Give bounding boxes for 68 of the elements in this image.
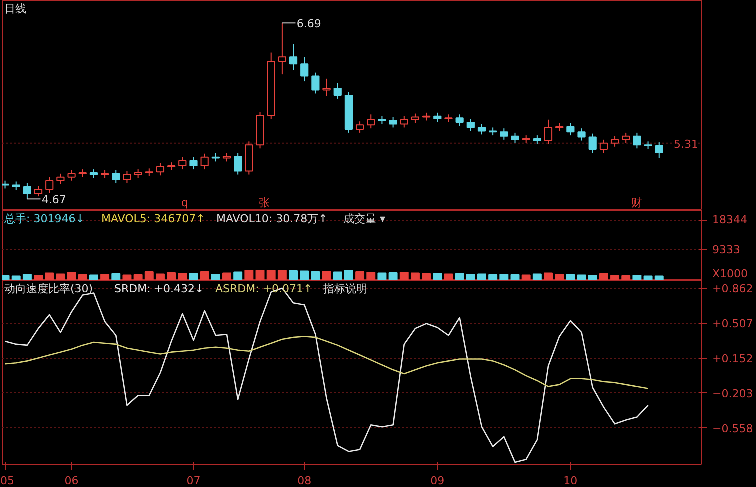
candlestick — [178, 156, 187, 170]
x-tick-label: 05 — [0, 474, 14, 487]
x-tick-label: 06 — [64, 474, 79, 487]
candlestick — [389, 116, 398, 128]
candlestick — [68, 170, 76, 182]
candlestick — [289, 44, 298, 71]
chart-title: 动向速度比率(30) — [4, 282, 94, 296]
candlestick — [46, 176, 54, 194]
annotation: 4.67 — [42, 194, 66, 207]
candlestick — [334, 82, 342, 100]
y-tick-label: +0.152 — [712, 352, 754, 366]
candlestick — [23, 182, 32, 200]
text: ASRDM: +0.071↑ — [216, 282, 313, 296]
candlestick — [456, 114, 464, 126]
y-tick-label: X1000 — [712, 268, 748, 280]
candlestick — [544, 119, 553, 145]
annotation: MAVOL5: 346707↑ — [102, 212, 206, 226]
annotation: 总手: 301946↓ — [4, 212, 85, 226]
candlestick — [600, 139, 608, 154]
x-tick-label: 09 — [430, 474, 445, 487]
candlestick — [56, 173, 65, 185]
series-label: SRDM: +0.432↓ — [114, 282, 204, 296]
candlestick — [112, 170, 120, 184]
candlestick — [578, 128, 586, 142]
candlestick — [123, 170, 132, 184]
chart-title: 日线 — [4, 2, 26, 16]
y-tick-label: −0.558 — [712, 422, 754, 436]
candlestick — [610, 136, 620, 148]
line-series — [4, 336, 649, 390]
candlestick — [356, 121, 364, 134]
candlestick — [200, 153, 209, 170]
annotation: MAVOL10: 30.78万↑ — [216, 212, 328, 226]
candlestick — [566, 122, 575, 136]
candlestick — [367, 114, 376, 130]
y-tick-label: −0.203 — [712, 387, 754, 400]
annotation: 成交量 ▾ — [344, 212, 386, 226]
candlestick — [300, 56, 309, 82]
candlestick — [278, 22, 286, 76]
annotation: 财 — [632, 196, 643, 210]
x-tick-label: 08 — [298, 474, 312, 487]
annotation: 指标说明 — [322, 282, 368, 296]
candlestick — [655, 142, 664, 159]
x-tick-label: 10 — [564, 474, 578, 487]
y-tick-label: +0.862 — [712, 282, 754, 296]
candlestick — [478, 124, 486, 136]
x-tick-label: 07 — [186, 474, 201, 487]
y-tick-label: +0.507 — [712, 318, 754, 331]
candlestick — [400, 116, 408, 128]
candlestick — [633, 132, 642, 150]
candlestick — [312, 72, 320, 94]
candlestick — [511, 132, 520, 144]
annotation: 6.69 — [296, 18, 322, 31]
candlestick — [190, 156, 198, 170]
y-tick-label: 9333 — [712, 243, 740, 256]
candlestick — [434, 112, 442, 123]
y-tick-label: 18344 — [712, 214, 748, 227]
candlestick — [322, 78, 331, 97]
candlestick — [156, 162, 165, 176]
candlestick — [622, 132, 630, 144]
candlestick — [500, 128, 508, 140]
annotation: q — [181, 196, 188, 210]
candlestick — [34, 186, 43, 198]
candlestick — [411, 113, 420, 124]
candlestick — [466, 118, 475, 132]
candlestick — [234, 152, 242, 176]
candlestick — [588, 133, 597, 154]
annotation: 张 — [259, 196, 270, 210]
ref-line-label: 5.31 — [674, 138, 699, 151]
